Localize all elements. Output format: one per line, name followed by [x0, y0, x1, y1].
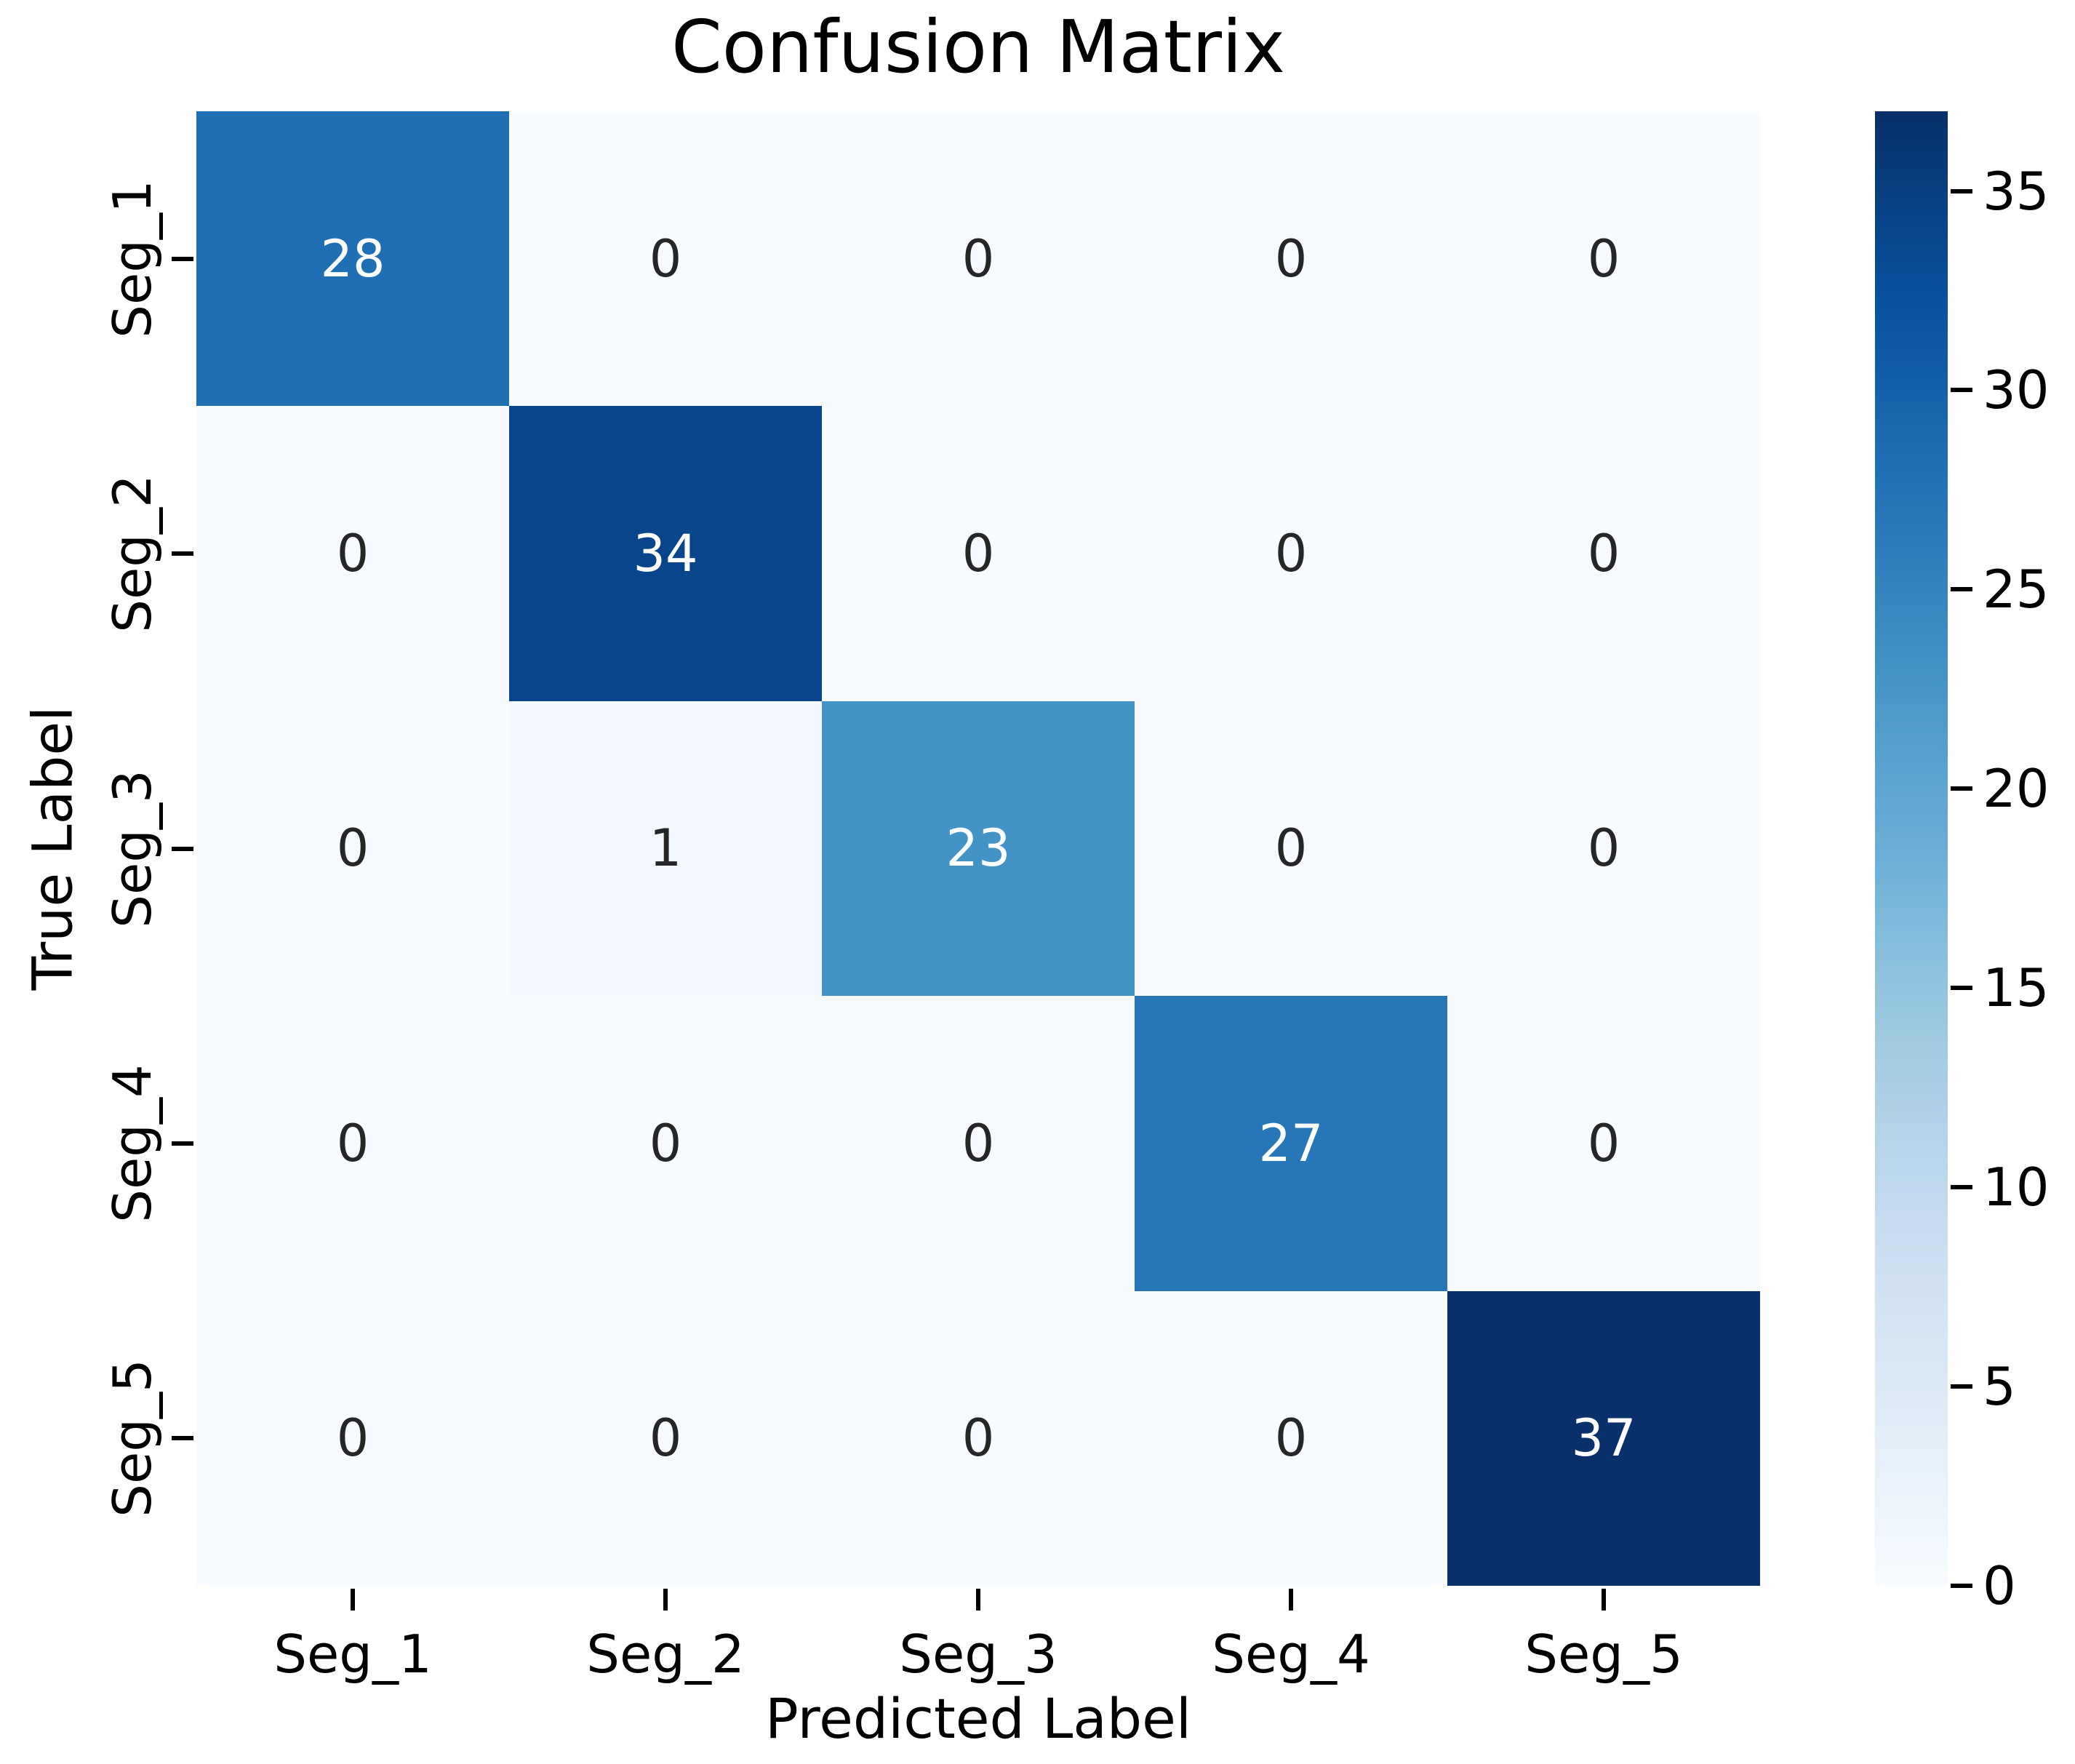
heatmap-cell-r1c1: 28	[196, 111, 509, 407]
y-axis-label: True Label	[20, 706, 85, 991]
heatmap-cell-r5c3: 0	[822, 1290, 1135, 1586]
colorbar-tick-label: 5	[1983, 1356, 2016, 1418]
cell-value: 0	[336, 1408, 369, 1469]
colorbar-tick-mark	[1951, 1584, 1972, 1588]
heatmap-cell-r1c3: 0	[822, 111, 1135, 407]
cell-value: 0	[1274, 228, 1308, 289]
heatmap-cell-r3c2: 1	[509, 701, 822, 997]
x-axis-label: Predicted Label	[765, 1686, 1191, 1751]
colorbar-tick-mark	[1951, 986, 1972, 991]
heatmap-cell-r3c4: 0	[1135, 701, 1447, 997]
cell-value: 0	[1274, 524, 1308, 584]
cell-value: 28	[320, 228, 385, 289]
x-tick-label: Seg_2	[586, 1624, 745, 1685]
cell-value: 0	[336, 1113, 369, 1173]
heatmap-cell-r1c4: 0	[1135, 111, 1447, 407]
cell-value: 0	[1587, 1113, 1620, 1173]
heatmap-cell-r3c5: 0	[1447, 701, 1760, 997]
heatmap-cell-r2c5: 0	[1447, 406, 1760, 701]
cell-value: 0	[336, 818, 369, 879]
cell-value: 0	[961, 1113, 995, 1173]
heatmap-cell-r2c4: 0	[1135, 406, 1447, 701]
heatmap-cell-r4c3: 0	[822, 996, 1135, 1291]
cell-value: 0	[1587, 818, 1620, 879]
heatmap-cell-r5c5: 37	[1447, 1290, 1760, 1586]
cell-value: 37	[1571, 1408, 1636, 1469]
y-tick-mark	[172, 256, 193, 261]
heatmap-cell-r2c2: 34	[509, 406, 822, 701]
x-tick-label: Seg_4	[1212, 1624, 1370, 1685]
y-tick-mark	[172, 846, 193, 851]
heatmap-grid: 28 0 0 0 0 0 34 0 0 0 0 1 23 0 0 0 0 0 27 0 0 0 0 0 37	[196, 111, 1760, 1586]
heatmap-cell-r5c4: 0	[1135, 1290, 1447, 1586]
y-tick-label: Seg_5	[102, 1359, 163, 1518]
cell-value: 0	[1274, 1408, 1308, 1469]
heatmap-cell-r3c1: 0	[196, 701, 509, 997]
colorbar-tick-label: 35	[1983, 160, 2050, 222]
cell-value: 0	[961, 524, 995, 584]
colorbar-tick-mark	[1951, 587, 1972, 592]
colorbar-gradient	[1875, 111, 1948, 1586]
cell-value: 27	[1258, 1113, 1324, 1173]
x-tick-mark	[663, 1589, 668, 1611]
x-tick-label: Seg_5	[1524, 1624, 1683, 1685]
heatmap-cell-r1c2: 0	[509, 111, 822, 407]
y-tick-label: Seg_2	[102, 474, 163, 633]
heatmap-cell-r2c3: 0	[822, 406, 1135, 701]
colorbar-tick-label: 25	[1983, 559, 2050, 620]
cell-value: 1	[649, 818, 682, 879]
colorbar-tick-mark	[1951, 188, 1972, 193]
colorbar-tick-label: 10	[1983, 1157, 2050, 1218]
cell-value: 34	[633, 524, 698, 584]
x-tick-label: Seg_3	[899, 1624, 1058, 1685]
cell-value: 0	[649, 228, 682, 289]
colorbar-tick-label: 30	[1983, 359, 2050, 421]
heatmap-cell-r4c5: 0	[1447, 996, 1760, 1291]
x-tick-mark	[1289, 1589, 1293, 1611]
heatmap-cell-r1c5: 0	[1447, 111, 1760, 407]
colorbar-tick-label: 15	[1983, 957, 2050, 1019]
colorbar-tick-mark	[1951, 786, 1972, 791]
y-tick-label: Seg_1	[102, 179, 163, 338]
heatmap-cell-r5c1: 0	[196, 1290, 509, 1586]
cell-value: 0	[336, 524, 369, 584]
y-tick-label: Seg_4	[102, 1064, 163, 1223]
y-tick-mark	[172, 551, 193, 556]
cell-value: 0	[649, 1113, 682, 1173]
cell-value: 0	[961, 1408, 995, 1469]
heatmap-cell-r4c2: 0	[509, 996, 822, 1291]
y-tick-mark	[172, 1141, 193, 1146]
cell-value: 0	[1587, 524, 1620, 584]
colorbar-tick-label: 20	[1983, 758, 2050, 820]
colorbar-tick-mark	[1951, 388, 1972, 393]
cell-value: 0	[1587, 228, 1620, 289]
x-tick-label: Seg_1	[273, 1624, 432, 1685]
colorbar-tick-mark	[1951, 1185, 1972, 1190]
colorbar-tick-label: 0	[1983, 1555, 2016, 1616]
heatmap-cell-r4c4: 27	[1135, 996, 1447, 1291]
y-tick-label: Seg_3	[102, 769, 163, 928]
cell-value: 0	[961, 228, 995, 289]
cell-value: 23	[945, 818, 1011, 879]
colorbar-tick-mark	[1951, 1384, 1972, 1389]
x-tick-mark	[976, 1589, 980, 1611]
chart-title: Confusion Matrix	[671, 4, 1286, 89]
cell-value: 0	[649, 1408, 682, 1469]
y-tick-mark	[172, 1436, 193, 1441]
heatmap-cell-r5c2: 0	[509, 1290, 822, 1586]
x-tick-mark	[351, 1589, 355, 1611]
x-tick-mark	[1602, 1589, 1606, 1611]
heatmap-cell-r3c3: 23	[822, 701, 1135, 997]
cell-value: 0	[1274, 818, 1308, 879]
heatmap-cell-r4c1: 0	[196, 996, 509, 1291]
heatmap-cell-r2c1: 0	[196, 406, 509, 701]
